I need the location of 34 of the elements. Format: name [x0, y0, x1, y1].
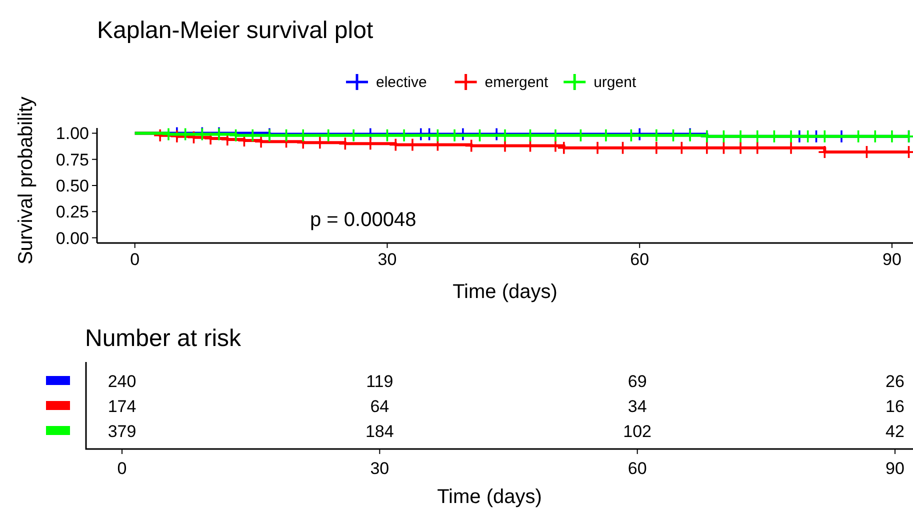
x-axis-title: Time (days)	[437, 486, 542, 508]
legend-label: emergent	[484, 74, 549, 91]
data-label: 102	[623, 422, 652, 441]
legend-label: elective	[376, 74, 427, 91]
y-tick-label: 0.25	[56, 202, 89, 222]
y-axis-title: Survival probability	[15, 96, 37, 264]
y-tick-label: 1.00	[56, 124, 89, 144]
x-tick-label: 0	[117, 459, 127, 478]
x-tick-label: 60	[628, 459, 647, 478]
data-label: 119	[366, 372, 394, 391]
x-tick-label: 30	[378, 250, 397, 269]
data-label: 240	[108, 372, 136, 391]
chart-title: Number at risk	[85, 325, 242, 352]
annotation: p = 0.00048	[310, 209, 416, 231]
data-label: 16	[886, 397, 904, 416]
x-axis-title: Time (days)	[452, 281, 558, 303]
x-tick-label: 30	[370, 459, 390, 478]
data-label: 184	[365, 422, 394, 441]
y-tick-label: 0.00	[56, 228, 89, 248]
x-tick-label: 0	[130, 250, 140, 269]
x-tick-label: 60	[630, 250, 650, 269]
y-tick-label: 0.75	[56, 150, 89, 170]
x-tick-label: 90	[882, 250, 902, 269]
data-label: 42	[886, 422, 904, 441]
data-label: 69	[628, 372, 647, 391]
data-label: 174	[108, 397, 136, 416]
data-label: 379	[108, 422, 136, 441]
y-tick-label: 0.50	[56, 176, 89, 196]
data-label: 64	[370, 397, 390, 416]
chart-title: Kaplan-Meier survival plot	[97, 17, 374, 44]
x-tick-label: 90	[886, 459, 904, 478]
data-label: 26	[886, 372, 904, 391]
legend-label: urgent	[594, 74, 637, 91]
data-label: 34	[628, 397, 647, 416]
